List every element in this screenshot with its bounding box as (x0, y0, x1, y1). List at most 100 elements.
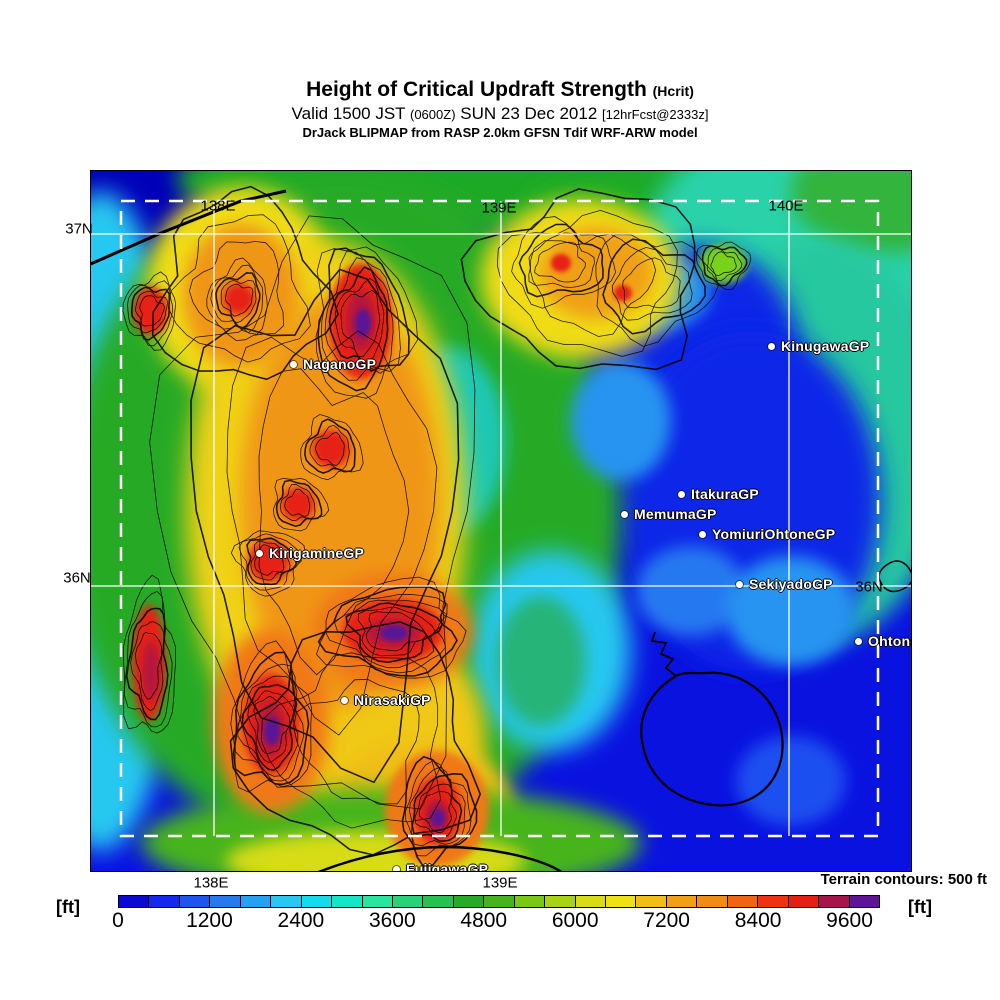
colorbar-segment (544, 896, 575, 907)
colorbar-tick-label: 1200 (186, 909, 233, 932)
valid-zulu: (0600Z) (410, 107, 456, 123)
colorbar-segment (270, 896, 301, 907)
colorbar-segment (391, 896, 423, 907)
valid-time-line: Valid 1500 JST (0600Z) SUN 23 Dec 2012 [… (0, 104, 1000, 124)
colorbar-tick-label: 3600 (368, 909, 416, 932)
colorbar-segment (452, 896, 484, 907)
colorbar-tick-label: 9600 (826, 909, 873, 932)
station-dot-icon (699, 530, 706, 538)
station-marker: NirasakiGP (341, 692, 431, 708)
station-marker: ItakuraGP (678, 486, 759, 502)
colorbar-segment (119, 896, 149, 907)
model-line: DrJack BLIPMAP from RASP 2.0km GFSN Tdif… (302, 124, 698, 140)
colorbar-segment (331, 896, 362, 907)
colorbar-segment (696, 896, 727, 907)
lift-field-blob (355, 309, 371, 337)
station-label: YomiuriOhtoneGP (712, 526, 836, 542)
station-dot-icon (736, 580, 743, 588)
station-label: SekiyadoGP (749, 576, 833, 592)
station-dot-icon (341, 696, 348, 704)
lift-field-blob (791, 171, 911, 253)
colorbar-tick-label: 6000 (551, 909, 599, 932)
colorbar-segment (574, 896, 605, 907)
colorbar (118, 895, 880, 908)
station-marker: YomiuriOhtoneGP (699, 526, 835, 542)
terrain-contours-note: Terrain contours: 500 ft (820, 871, 987, 888)
colorbar-segment (665, 896, 697, 907)
colorbar-segment (848, 896, 879, 907)
axis-label-37n: 37N (65, 220, 93, 238)
coastline (650, 631, 677, 677)
lift-field-blob (726, 556, 856, 666)
lift-field-blob (133, 287, 169, 335)
title-text: Height of Critical Updraft Strength (306, 78, 647, 101)
station-label: OhtoneGP (868, 633, 911, 649)
colorbar-segment (300, 896, 332, 907)
valid-prefix: Valid 1500 JST (291, 104, 406, 124)
colorbar-segment (361, 896, 392, 907)
colorbar-tick-label: 7200 (643, 909, 690, 932)
map-canvas: 138E 139E 140E 36N NaganoGP KinugawaGP Itakura… (90, 170, 912, 872)
latlon-grid (91, 201, 911, 836)
axis-label-140e: 140E (768, 197, 804, 215)
colorbar-ticks: 0 1200 2400 3600 4800 6000 7200 8400 9600 (112, 909, 880, 937)
station-marker: NaganoGP (290, 356, 376, 372)
station-dot-icon (393, 865, 400, 871)
axis-label-36n: 36N (855, 578, 883, 596)
colorbar-tick-label: 8400 (734, 909, 782, 932)
colorbar-tick-label: 2400 (277, 909, 325, 932)
unit-right-label: [ft] (908, 897, 932, 917)
coastline (640, 671, 784, 807)
colorbar-segment (787, 896, 819, 907)
colorbar-segment (178, 896, 210, 907)
lift-field-blob (264, 717, 280, 745)
lift-field-blob (551, 254, 571, 272)
lift-field-blob (380, 625, 408, 641)
header: Height of Critical Updraft Strength (Hcr… (0, 78, 1000, 141)
axis-label-139e: 139E (482, 874, 518, 892)
lift-field-blob (431, 809, 445, 827)
colorbar-segment (818, 896, 849, 907)
lift-field-blob (571, 361, 671, 481)
lift-field-blob (699, 244, 747, 284)
station-label: FujigawaGP (406, 861, 489, 872)
colorbar-segment (513, 896, 545, 907)
lift-field-blob (142, 641, 160, 701)
terrain-contour-lines (122, 185, 752, 868)
axis-label-138e: 138E (200, 197, 236, 215)
lift-field-blob (496, 596, 586, 726)
station-dot-icon (290, 360, 297, 368)
station-marker: OhtoneGP (855, 633, 911, 649)
station-dot-icon (621, 510, 628, 518)
station-label: KinugawaGP (781, 338, 870, 354)
colorbar-segment (209, 896, 240, 907)
colorbar-segment (148, 896, 179, 907)
station-label: ItakuraGP (691, 486, 759, 502)
colorbar-segment (422, 896, 453, 907)
lift-field-blob (636, 546, 746, 636)
station-dot-icon (256, 549, 263, 557)
station-label: NaganoGP (303, 356, 377, 372)
valid-forecast-tag: [12hrFcst@2333z] (602, 107, 709, 123)
station-marker: MemumaGP (621, 506, 717, 522)
unit-left-label: [ft] (56, 897, 80, 917)
colorbar-tick-label: 4800 (460, 909, 508, 932)
terrain-field-art (91, 171, 911, 871)
station-marker: KinugawaGP (768, 338, 869, 354)
axis-label-139e: 139E (481, 199, 517, 217)
lift-field-blob (614, 285, 632, 301)
coastline (91, 189, 287, 266)
colorbar-segment (483, 896, 514, 907)
station-marker: FujigawaGP (393, 861, 489, 872)
colorbar-segment (726, 896, 758, 907)
station-dot-icon (768, 342, 775, 350)
station-marker: KirigamineGP (256, 545, 364, 561)
station-label: NirasakiGP (354, 692, 431, 708)
page-title: Height of Critical Updraft Strength (Hcr… (0, 78, 1000, 102)
coastline (317, 845, 563, 871)
title-note: (Hcrit) (652, 83, 694, 99)
lift-field-blob (312, 430, 350, 468)
colorbar-segment (239, 896, 271, 907)
station-dot-icon (855, 637, 862, 645)
